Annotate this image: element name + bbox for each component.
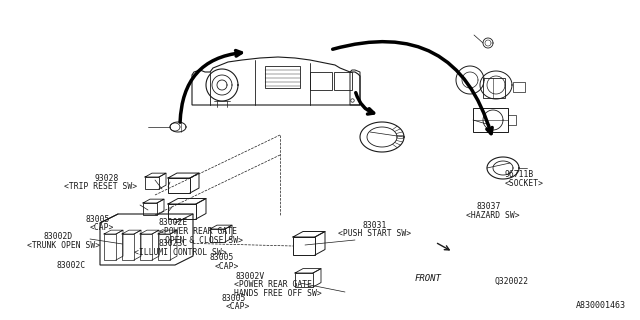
Bar [483,78,505,98]
Text: <TRUNK OPEN SW>: <TRUNK OPEN SW> [27,241,100,250]
Text: <TRIP RESET SW>: <TRIP RESET SW> [64,182,137,191]
FancyArrowPatch shape [333,42,492,134]
Text: 93028: 93028 [95,174,119,183]
Text: 83023C: 83023C [159,239,188,248]
Text: Q320022: Q320022 [495,277,529,286]
Text: <ILLUMI CONTROL SW>: <ILLUMI CONTROL SW> [134,248,227,257]
Text: <CAP>: <CAP> [226,302,250,311]
Text: A830001463: A830001463 [576,301,626,310]
Text: 83005: 83005 [85,215,109,224]
Bar [310,72,332,90]
FancyArrowPatch shape [356,93,374,114]
Text: <CAP>: <CAP> [214,262,239,271]
Text: 83002C: 83002C [56,261,86,270]
Text: 83037: 83037 [477,202,501,211]
Bar [508,115,516,125]
Text: 96711B: 96711B [504,170,534,179]
Text: <POWER REAR GATE: <POWER REAR GATE [159,227,237,236]
Text: FRONT: FRONT [415,274,442,283]
Text: <CAP>: <CAP> [90,223,114,232]
Text: HANDS FREE OFF SW>: HANDS FREE OFF SW> [234,289,321,298]
Text: <POWER REAR GATE: <POWER REAR GATE [234,280,312,289]
Text: 83002D: 83002D [44,232,73,241]
Text: 83005: 83005 [221,294,246,303]
Text: OPEN & CLOSE SW>: OPEN & CLOSE SW> [165,236,243,244]
Text: 83005: 83005 [210,253,234,262]
Text: 83031: 83031 [363,221,387,230]
Text: <HAZARD SW>: <HAZARD SW> [466,211,520,220]
Text: 83002V: 83002V [236,272,265,281]
Text: <SOCKET>: <SOCKET> [504,179,543,188]
Bar [513,82,525,92]
Bar [265,66,300,88]
Text: 83002E: 83002E [159,218,188,227]
Bar [473,108,508,132]
FancyArrowPatch shape [180,51,241,122]
Bar [334,72,352,90]
Text: <PUSH START SW>: <PUSH START SW> [338,229,411,238]
